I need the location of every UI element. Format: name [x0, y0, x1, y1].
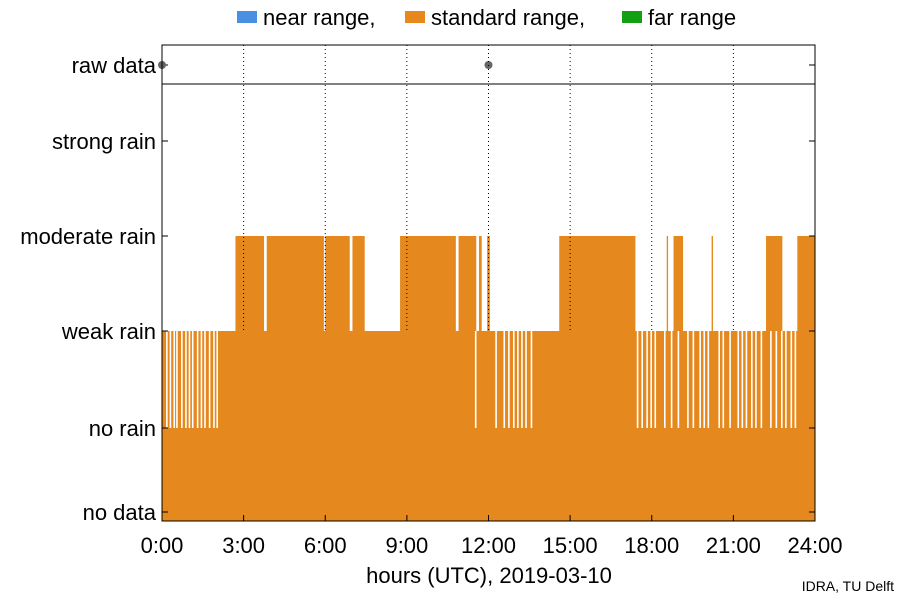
y-category-label: no rain — [89, 416, 156, 441]
y-category-label: strong rain — [52, 129, 156, 154]
standard-range-segment — [673, 236, 684, 331]
raw-data-label: raw data — [72, 53, 157, 78]
x-tick-label: 15:00 — [543, 533, 598, 558]
standard-range-segment — [797, 236, 815, 331]
credit-text: IDRA, TU Delft — [801, 578, 894, 594]
gap-mark — [760, 331, 763, 428]
gap-mark — [166, 331, 168, 428]
gap-mark — [200, 331, 203, 428]
standard-range-segment — [559, 236, 636, 331]
gap-mark — [517, 331, 519, 428]
gap-mark — [663, 331, 666, 428]
gap-mark — [521, 331, 523, 428]
gap-mark — [525, 331, 527, 428]
gap-mark — [191, 331, 194, 428]
standard-range-segment — [325, 236, 350, 331]
legend-label: far range — [648, 5, 736, 30]
gap-mark — [751, 331, 753, 428]
x-tick-label: 9:00 — [385, 533, 428, 558]
gap-mark — [181, 331, 183, 428]
gap-mark — [173, 331, 176, 428]
y-category-label: moderate rain — [20, 224, 156, 249]
standard-range-segment — [478, 236, 482, 331]
gap-mark — [785, 331, 787, 428]
gap-mark — [755, 331, 757, 428]
gap-mark — [707, 331, 710, 428]
raw-data-panel: raw data — [72, 53, 815, 78]
x-tick-label: 12:00 — [461, 533, 516, 558]
gap-mark — [208, 331, 211, 428]
gap-mark — [213, 331, 215, 428]
standard-range-segment — [235, 236, 265, 331]
standard-range-segment — [766, 236, 783, 331]
gap-mark — [503, 331, 506, 428]
gap-mark — [699, 331, 701, 428]
gap-mark — [737, 331, 740, 428]
y-category-label: weak rain — [61, 319, 156, 344]
gap-mark — [741, 331, 744, 428]
gap-mark — [794, 331, 797, 428]
gap-mark — [530, 331, 533, 428]
gap-mark — [687, 331, 689, 428]
gap-mark — [780, 331, 783, 428]
gap-mark — [650, 331, 652, 428]
standard-range-base — [162, 331, 815, 521]
gap-mark — [670, 331, 673, 428]
x-tick-label: 6:00 — [304, 533, 347, 558]
gap-mark — [196, 331, 199, 428]
gap-mark — [204, 331, 206, 428]
legend: near range, standard range, far range — [237, 5, 736, 30]
x-axis-label: hours (UTC), 2019-03-10 — [366, 563, 612, 588]
legend-label: standard range, — [431, 5, 585, 30]
gap-mark — [729, 331, 731, 428]
gap-mark — [474, 331, 477, 428]
x-tick-label: 3:00 — [222, 533, 265, 558]
x-tick-label: 18:00 — [624, 533, 679, 558]
y-category-label: no data — [83, 500, 157, 525]
gap-mark — [512, 331, 515, 428]
legend-swatch — [622, 11, 642, 23]
gap-mark — [654, 331, 657, 428]
standard-range-segment — [711, 236, 713, 331]
gap-mark — [646, 331, 648, 428]
gap-mark — [775, 331, 778, 428]
legend-swatch — [405, 11, 425, 23]
legend-label: near range, — [263, 5, 376, 30]
gap-mark — [508, 331, 510, 428]
standard-range-segment — [487, 236, 490, 331]
gap-mark — [216, 331, 219, 428]
standard-range-segment — [400, 236, 456, 331]
gap-mark — [718, 331, 721, 428]
gap-mark — [641, 331, 644, 428]
x-tick-label: 24:00 — [787, 533, 842, 558]
gap-mark — [770, 331, 772, 428]
gap-mark — [495, 331, 497, 428]
gap-mark — [677, 331, 680, 428]
plot-area — [162, 236, 815, 521]
gap-mark — [692, 331, 695, 428]
axes: 0:00 3:00 6:00 9:00 12:00 15:00 18:00 21:00 24:0… — [20, 44, 843, 558]
standard-range-segment — [458, 236, 477, 331]
standard-range-segment — [666, 236, 669, 331]
gap-mark — [176, 331, 178, 428]
x-tick-label: 0:00 — [141, 533, 184, 558]
gap-mark — [722, 331, 725, 428]
gap-mark — [188, 331, 191, 428]
standard-range-segment — [352, 236, 365, 331]
gap-mark — [703, 331, 706, 428]
x-tick-label: 21:00 — [706, 533, 761, 558]
standard-range-segment — [266, 236, 324, 331]
legend-swatch — [237, 11, 257, 23]
gap-mark — [169, 331, 172, 428]
gap-mark — [745, 331, 748, 428]
gap-mark — [790, 331, 793, 428]
gap-mark — [636, 331, 639, 428]
gap-mark — [185, 331, 187, 428]
